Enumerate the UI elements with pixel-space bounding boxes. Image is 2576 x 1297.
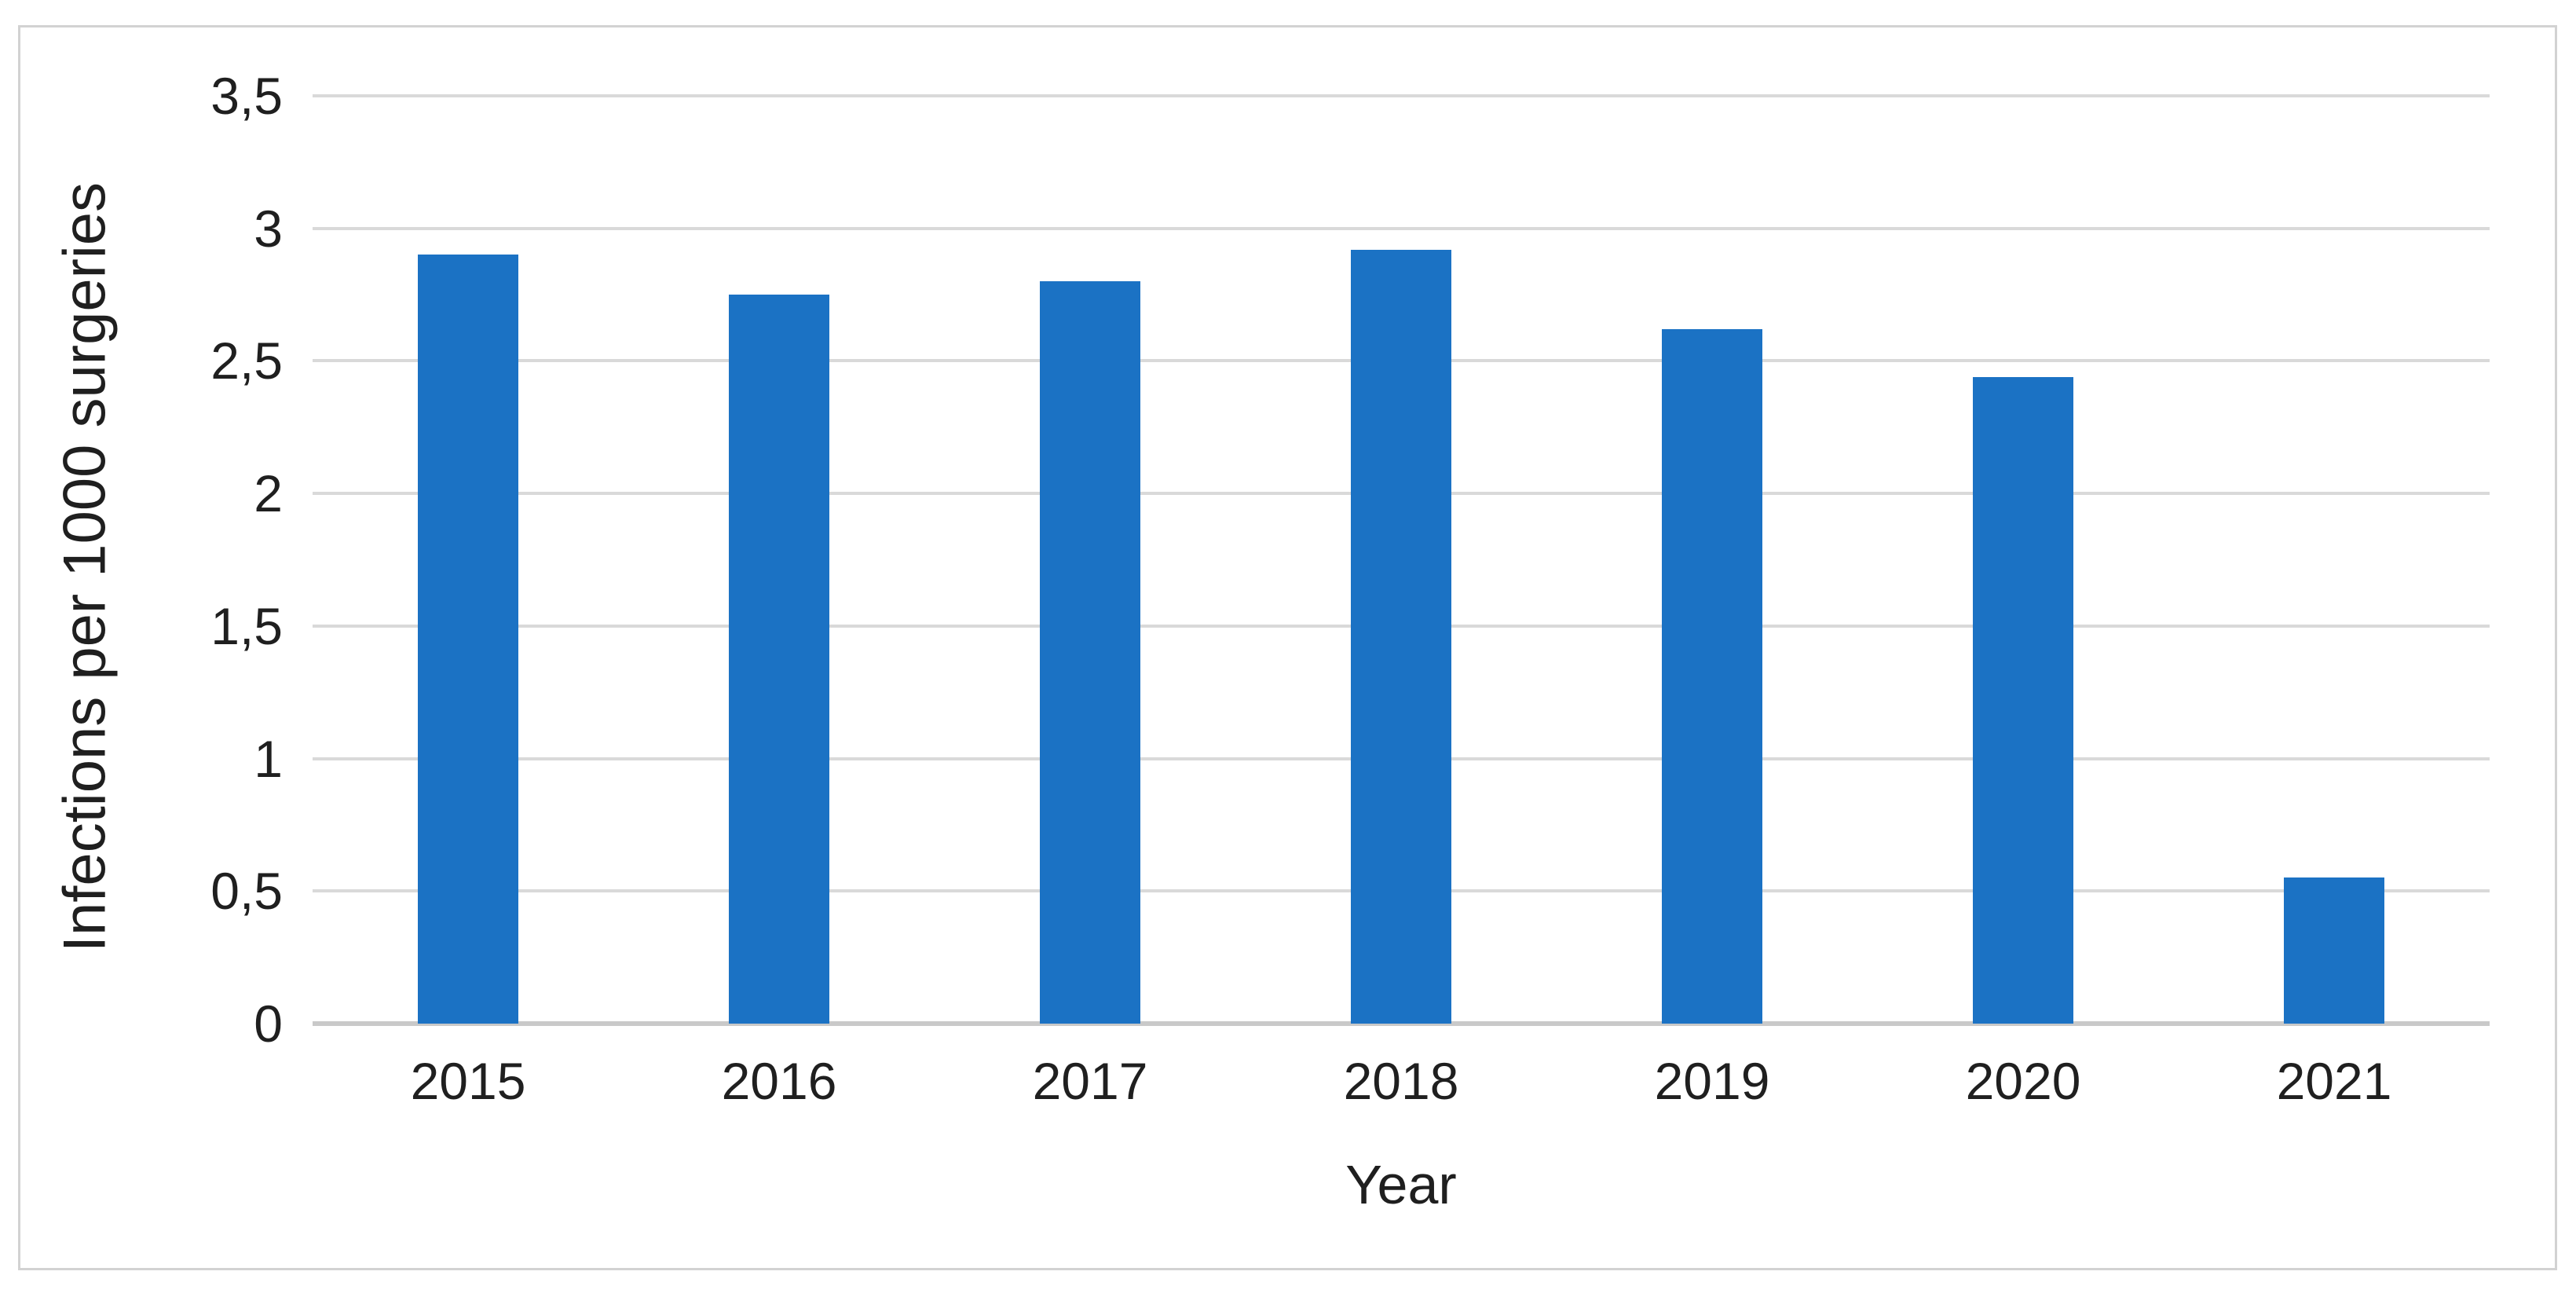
y-tick-label: 2 — [254, 464, 283, 523]
bar-2021 — [2284, 877, 2384, 1024]
gridline — [313, 94, 2490, 97]
x-tick-label: 2015 — [410, 1052, 526, 1110]
bar-2016 — [729, 295, 829, 1024]
gridline — [313, 226, 2490, 230]
y-tick-label: 0 — [254, 995, 283, 1053]
y-tick-label: 3,5 — [210, 67, 283, 125]
bar-2018 — [1351, 249, 1451, 1024]
bar-2020 — [1973, 376, 2073, 1024]
y-tick-label: 0,5 — [210, 862, 283, 921]
x-axis-tick-labels: 2015 2016 2017 2018 2019 2020 2021 — [313, 1051, 2490, 1111]
x-axis-line — [313, 1021, 2490, 1026]
bar-2019 — [1662, 328, 1762, 1024]
x-tick-label: 2017 — [1032, 1052, 1148, 1110]
y-axis-tick-labels: 0 0,5 1 1,5 2 2,5 3 3,5 — [0, 67, 283, 1053]
bar-2017 — [1040, 281, 1140, 1024]
plot-area — [313, 94, 2490, 1026]
y-tick-label: 2,5 — [210, 332, 283, 390]
x-axis-title: Year — [1345, 1154, 1457, 1215]
x-tick-label: 2019 — [1654, 1052, 1770, 1110]
y-tick-label: 1 — [254, 729, 283, 788]
y-tick-label: 3 — [254, 199, 283, 258]
x-tick-label: 2018 — [1343, 1052, 1459, 1110]
x-tick-label: 2020 — [1965, 1052, 2081, 1110]
y-tick-label: 1,5 — [210, 596, 283, 655]
bar-2015 — [418, 255, 518, 1024]
x-tick-label: 2016 — [721, 1052, 837, 1110]
x-tick-label: 2021 — [2276, 1052, 2392, 1110]
